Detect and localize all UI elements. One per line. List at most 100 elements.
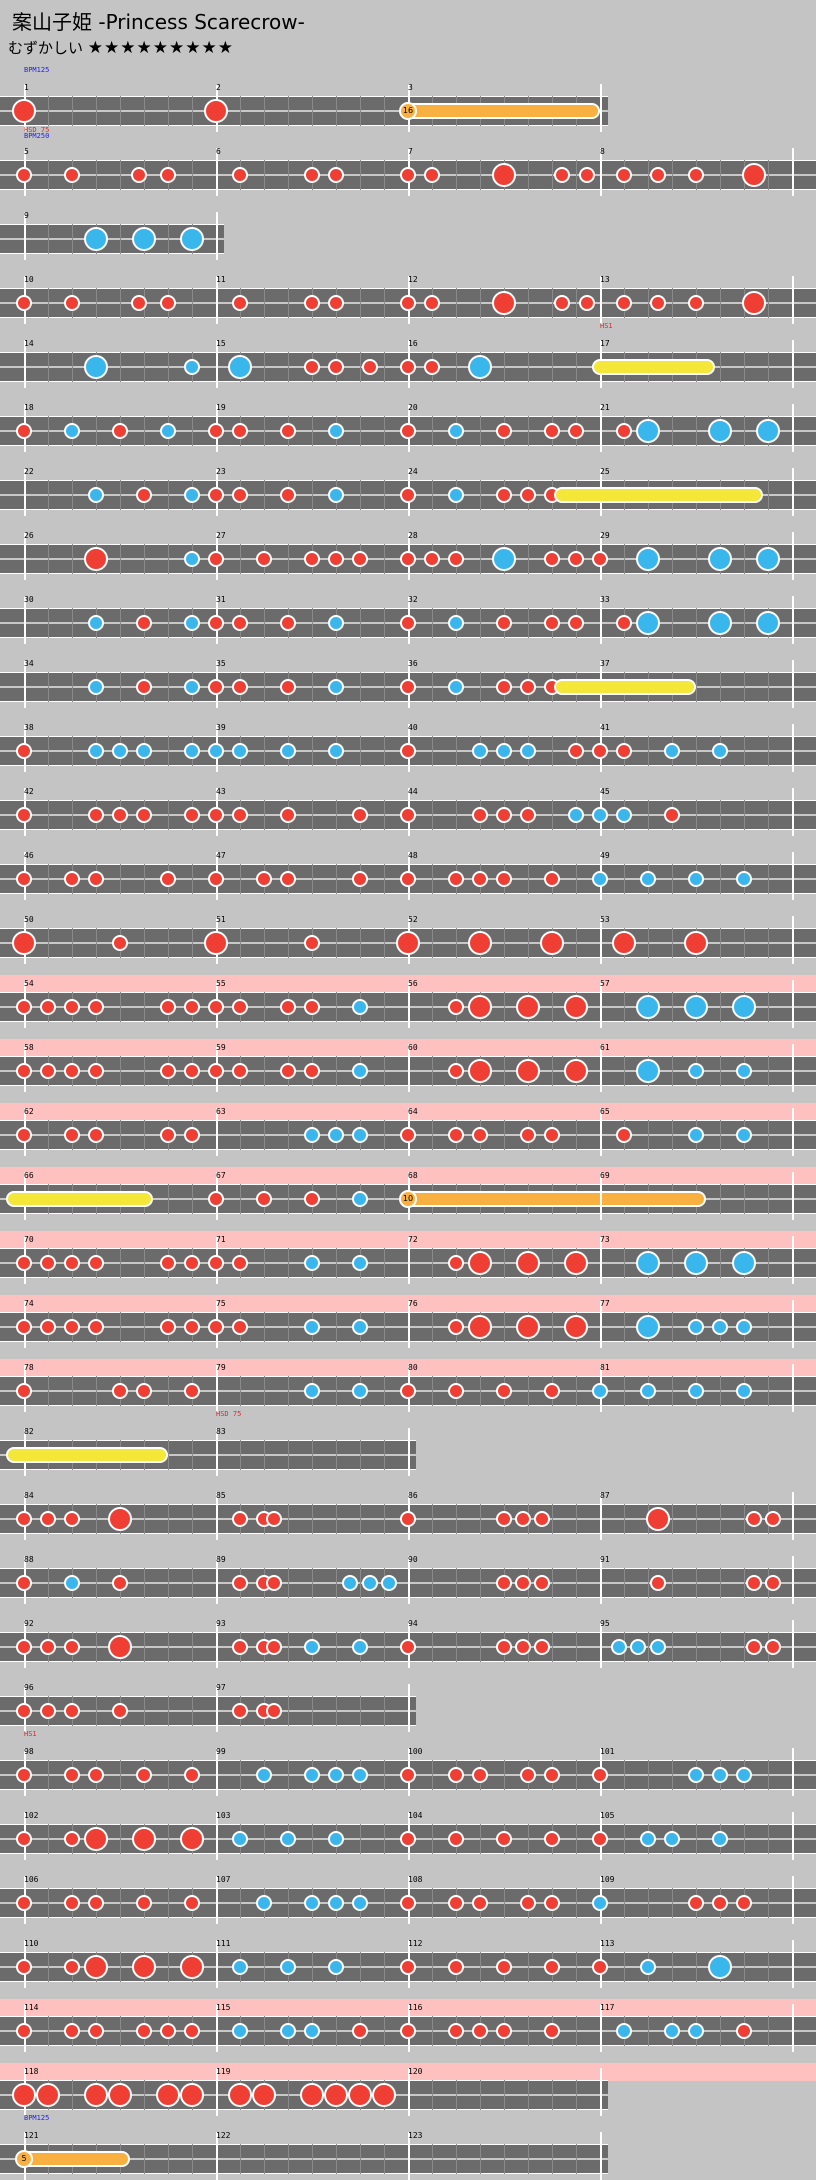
beat-line <box>72 224 73 254</box>
don-big-note <box>468 1059 492 1083</box>
measure-number: 55 <box>216 979 226 988</box>
don-note <box>304 359 320 375</box>
ka-note <box>256 1895 272 1911</box>
beat-line <box>576 1568 577 1598</box>
beat-line <box>120 864 121 894</box>
beat-line <box>384 1056 385 1086</box>
measure-number: 62 <box>24 1107 34 1116</box>
don-note <box>16 1959 32 1975</box>
measure-line <box>792 1748 794 1796</box>
don-note <box>64 1831 80 1847</box>
don-note <box>88 999 104 1015</box>
measure-line <box>216 1556 218 1604</box>
ka-note <box>304 2023 320 2039</box>
ka-big-note <box>756 547 780 571</box>
measure-number: 118 <box>24 2067 39 2076</box>
don-note <box>88 1255 104 1271</box>
beat-line <box>744 544 745 574</box>
beat-line <box>384 800 385 830</box>
don-note <box>520 807 536 823</box>
measure-number: 96 <box>24 1683 34 1692</box>
beat-line <box>168 1184 169 1214</box>
don-note <box>112 935 128 951</box>
don-big-note <box>645 1507 670 1531</box>
beat-line <box>312 1824 313 1854</box>
beat-line <box>72 1376 73 1406</box>
beat-line <box>312 736 313 766</box>
don-note <box>304 1191 320 1207</box>
don-note <box>520 1767 536 1783</box>
beat-line <box>624 1504 625 1534</box>
measure-number: 69 <box>600 1171 610 1180</box>
don-note <box>232 167 248 183</box>
beat-line <box>360 480 361 510</box>
don-note <box>520 679 536 695</box>
ka-note <box>736 1127 752 1143</box>
ka-big-note <box>756 419 780 443</box>
measure-line <box>600 596 602 644</box>
beat-line <box>384 1760 385 1790</box>
beat-line <box>480 1824 481 1854</box>
beat-line <box>144 1632 145 1662</box>
measure-line <box>216 1748 218 1796</box>
measure-line <box>24 212 26 260</box>
ka-big-note <box>492 547 516 571</box>
beat-line <box>528 160 529 190</box>
beat-line <box>312 800 313 830</box>
measure-number: 106 <box>24 1875 39 1884</box>
don-note <box>352 807 368 823</box>
don-note <box>496 1959 512 1975</box>
measure-line <box>24 660 26 708</box>
lane-edge <box>0 125 608 126</box>
beat-line <box>432 416 433 446</box>
beat-line <box>648 1568 649 1598</box>
don-note <box>265 1639 282 1655</box>
measure-line <box>408 1044 410 1092</box>
beat-line <box>576 1504 577 1534</box>
beat-line <box>768 992 769 1022</box>
don-note <box>160 167 176 183</box>
beat-line <box>480 1632 481 1662</box>
beat-line <box>552 352 553 382</box>
ka-note <box>232 743 248 759</box>
don-note <box>400 2023 416 2039</box>
beat-line <box>504 1248 505 1278</box>
beat-line <box>264 608 265 638</box>
measure-line <box>408 1684 410 1732</box>
beat-line <box>48 1760 49 1790</box>
measure-number: 3 <box>408 83 413 92</box>
beat-line <box>624 1952 625 1982</box>
beat-line <box>720 288 721 318</box>
don-note <box>184 999 200 1015</box>
beat-line <box>120 608 121 638</box>
ka-note <box>640 1959 656 1975</box>
measure-number: 77 <box>600 1299 610 1308</box>
measure-number: 108 <box>408 1875 423 1884</box>
beat-line <box>768 1248 769 1278</box>
measure-number: 43 <box>216 787 226 796</box>
beat-line <box>696 1824 697 1854</box>
don-note <box>496 423 512 439</box>
don-note <box>208 1319 224 1335</box>
beat-line <box>576 1824 577 1854</box>
don-note <box>16 1767 32 1783</box>
measure-line <box>792 1364 794 1412</box>
event-label: HS1 <box>600 322 613 330</box>
ka-note <box>640 1383 656 1399</box>
beat-line <box>384 288 385 318</box>
beat-line <box>576 1888 577 1918</box>
event-label: HSD 75 <box>216 1410 242 1418</box>
beat-line <box>168 1440 169 1470</box>
beat-line <box>120 2016 121 2046</box>
measure-number: 97 <box>216 1683 226 1692</box>
beat-line <box>552 1248 553 1278</box>
beat-line <box>312 1440 313 1470</box>
beat-line <box>648 928 649 958</box>
don-note <box>448 1063 464 1079</box>
beat-line <box>648 1632 649 1662</box>
don-note <box>592 1959 608 1975</box>
don-note <box>184 1127 200 1143</box>
beat-line <box>360 1824 361 1854</box>
beat-line <box>168 352 169 382</box>
lane-edge <box>0 1725 416 1726</box>
